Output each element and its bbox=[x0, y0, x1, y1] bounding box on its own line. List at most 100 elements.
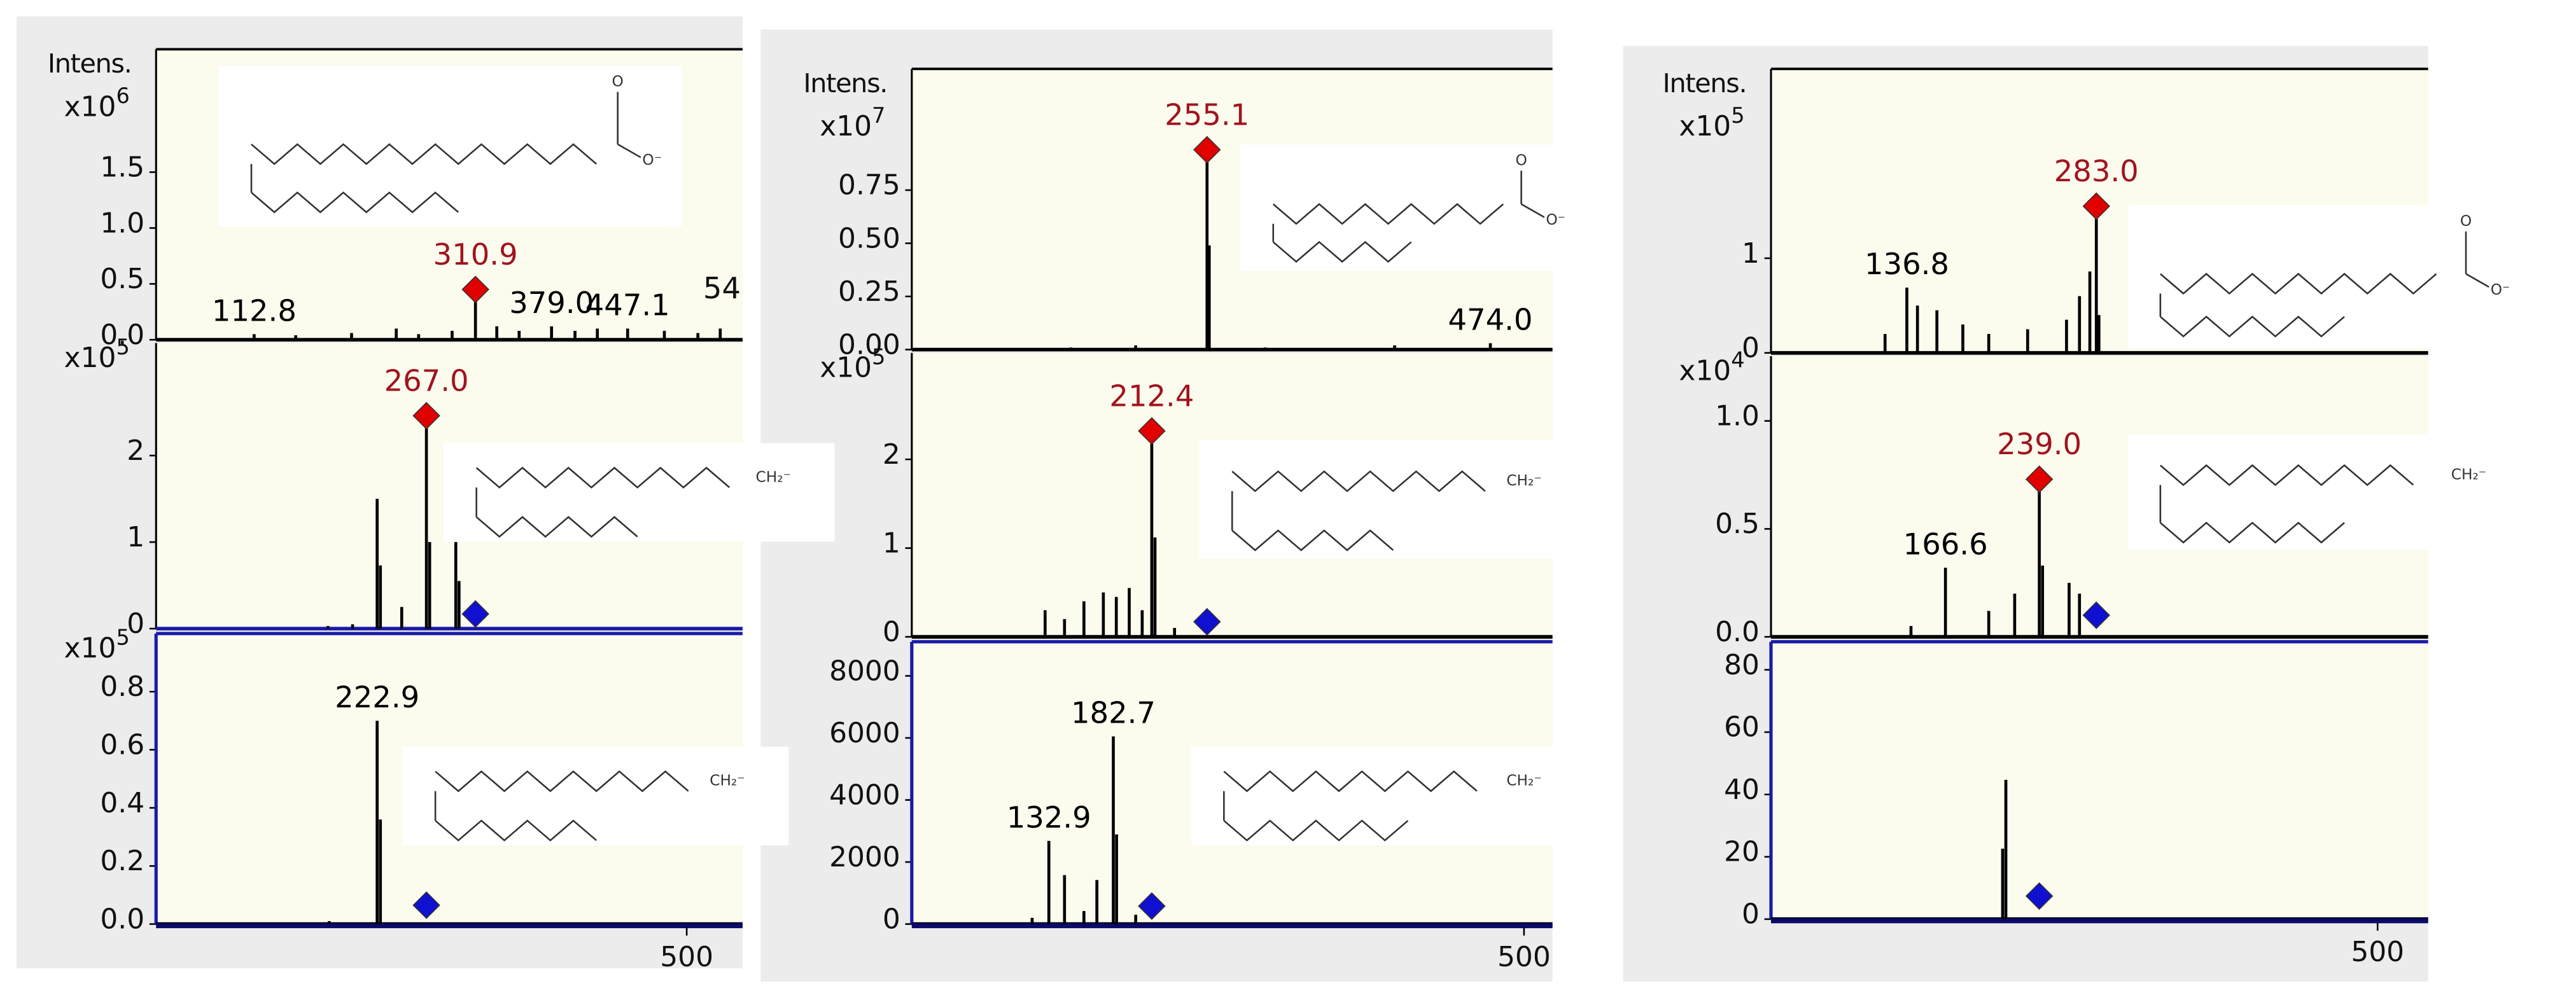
y-axis-label: Intens. bbox=[803, 68, 887, 99]
structure-chain bbox=[251, 143, 597, 165]
spectrum-panel: O O⁻ 0.00 0.25 0.50 0.75 Intens. x107 255.1 474.0 bbox=[803, 67, 1586, 361]
x-tick-label: 500 bbox=[660, 941, 713, 973]
y-tick-label: 1 bbox=[1742, 237, 1760, 270]
multiplier-exponent: 6 bbox=[116, 83, 129, 108]
peak-label: 239.0 bbox=[1997, 427, 2082, 461]
y-axis-label: Intens. bbox=[1663, 68, 1747, 99]
multiplier-exponent: 5 bbox=[872, 344, 885, 369]
peak-label: 283.0 bbox=[2054, 154, 2139, 188]
structure-chain bbox=[2160, 316, 2345, 338]
precursor-marker bbox=[461, 275, 489, 303]
structure-box bbox=[1199, 440, 1586, 559]
structure-chain bbox=[1231, 470, 1486, 492]
y-tick-label: 0.50 bbox=[838, 222, 900, 254]
y-tick-label: 0.0 bbox=[100, 319, 144, 351]
structure-chain bbox=[2160, 272, 2437, 295]
precursor-marker bbox=[412, 891, 440, 919]
structure-box bbox=[2127, 434, 2530, 550]
peak-label: 447.1 bbox=[585, 288, 670, 322]
structure-chain bbox=[1223, 770, 1478, 793]
multiplier-base: x10 bbox=[1679, 110, 1731, 142]
multiplier-exponent: 4 bbox=[1731, 347, 1744, 372]
structure-bond bbox=[1520, 203, 1545, 218]
multiplier-base: x10 bbox=[64, 342, 116, 374]
y-tick-label: 8000 bbox=[829, 655, 900, 687]
structure-atom: CH₂⁻ bbox=[1506, 472, 1541, 489]
y-multiplier: x105 bbox=[64, 625, 130, 665]
structure-box bbox=[1240, 144, 1586, 271]
multiplier-base: x10 bbox=[820, 110, 872, 142]
structure-atom: CH₂⁻ bbox=[756, 468, 791, 485]
structure-box bbox=[2127, 205, 2530, 348]
y-tick-label: 60 bbox=[1724, 711, 1760, 744]
multiplier-base: x10 bbox=[64, 632, 116, 665]
spectrum-panel: CH₂⁻ 0.0 0.5 1.0 x104 166.6 239.0 bbox=[1679, 347, 2530, 648]
y-tick-label: 2 bbox=[883, 438, 900, 471]
spectrum-panel: CH₂⁻ 0 1 2 x105 267.0 bbox=[64, 335, 835, 640]
y-tick-label: 0 bbox=[883, 903, 900, 935]
y-tick-label: 1.0 bbox=[1715, 400, 1760, 433]
multiplier-base: x10 bbox=[64, 90, 116, 123]
y-tick-label: 6000 bbox=[829, 717, 900, 749]
spectrum-panel: CH₂⁻ 0.0 0.2 0.4 0.6 0.8 500 x105 222.9 bbox=[64, 625, 789, 973]
y-tick-label: 40 bbox=[1724, 774, 1760, 806]
peak-label: 166.6 bbox=[1903, 527, 1988, 561]
y-tick-label: 2 bbox=[127, 434, 144, 467]
y-multiplier: x105 bbox=[1679, 103, 1744, 143]
y-tick-label: 1 bbox=[127, 521, 144, 553]
multiplier-exponent: 5 bbox=[116, 625, 129, 649]
y-tick-label: 1.0 bbox=[100, 207, 144, 239]
y-tick-label: 1 bbox=[883, 527, 900, 559]
y-tick-label: 0.00 bbox=[838, 328, 900, 361]
y-tick-label: 0.4 bbox=[100, 787, 144, 819]
y-tick-label: 0 bbox=[1742, 898, 1760, 931]
structure-atom: CH₂⁻ bbox=[710, 772, 745, 789]
structure-chain bbox=[435, 819, 597, 842]
precursor-marker bbox=[1138, 892, 1166, 920]
peak-label: 132.9 bbox=[1007, 800, 1091, 835]
peak-label: 267.0 bbox=[384, 363, 469, 398]
y-multiplier: x107 bbox=[820, 103, 885, 143]
y-axis-label: Intens. bbox=[48, 48, 132, 79]
structure-bond bbox=[2465, 273, 2489, 288]
spectrum-panel: O O⁻ 0.0 0.5 1.0 1.5 Intens. x106 112.8 310.9 379.… bbox=[48, 48, 743, 351]
y-multiplier: x105 bbox=[820, 344, 885, 384]
y-tick-label: 0 bbox=[127, 608, 144, 640]
peak-label: 212.4 bbox=[1109, 378, 1194, 413]
precursor-marker bbox=[1193, 135, 1221, 164]
structure-atom: O⁻ bbox=[642, 151, 662, 169]
structure-chain bbox=[435, 770, 689, 793]
y-multiplier: x104 bbox=[1679, 347, 1744, 387]
y-tick-label: 0.5 bbox=[1715, 508, 1760, 540]
multiplier-base: x10 bbox=[820, 352, 872, 384]
structure-chain bbox=[251, 191, 459, 214]
structure-atom: O⁻ bbox=[2491, 281, 2510, 298]
multiplier-base: x10 bbox=[1679, 355, 1731, 387]
x-tick-label: 500 bbox=[1497, 941, 1551, 973]
spectrum-panel: O O⁻ 0 1 Intens. x105 136.8 283.0 bbox=[1663, 67, 2530, 365]
peak-label: 474.0 bbox=[1448, 303, 1533, 337]
y-tick-label: 0 bbox=[883, 616, 900, 648]
y-tick-label: 80 bbox=[1724, 649, 1760, 681]
structure-chain bbox=[1223, 819, 1409, 842]
structure-box bbox=[1191, 746, 1586, 845]
structure-chain bbox=[1272, 240, 1412, 263]
spectrum-panel: CH₂⁻ 0 2000 4000 6000 8000 500 132.9 182.7 bbox=[829, 640, 1586, 973]
structure-chain bbox=[1272, 203, 1504, 225]
peak-label: 255.1 bbox=[1165, 97, 1249, 132]
precursor-marker bbox=[461, 600, 489, 628]
structure-atom: CH₂⁻ bbox=[1506, 772, 1541, 789]
peak-label: 222.9 bbox=[335, 680, 419, 714]
precursor-marker bbox=[412, 401, 440, 430]
y-multiplier: x106 bbox=[64, 83, 130, 123]
structure-atom: O bbox=[612, 73, 624, 90]
precursor-marker bbox=[2082, 192, 2110, 220]
structure-atom: CH₂⁻ bbox=[2451, 466, 2486, 483]
peak-label: 136.8 bbox=[1865, 247, 1949, 281]
y-tick-label: 20 bbox=[1724, 836, 1760, 868]
y-tick-label: 0.0 bbox=[100, 903, 144, 935]
precursor-marker bbox=[2025, 882, 2054, 910]
structure-bond bbox=[617, 143, 641, 158]
structure-chain bbox=[475, 466, 731, 489]
